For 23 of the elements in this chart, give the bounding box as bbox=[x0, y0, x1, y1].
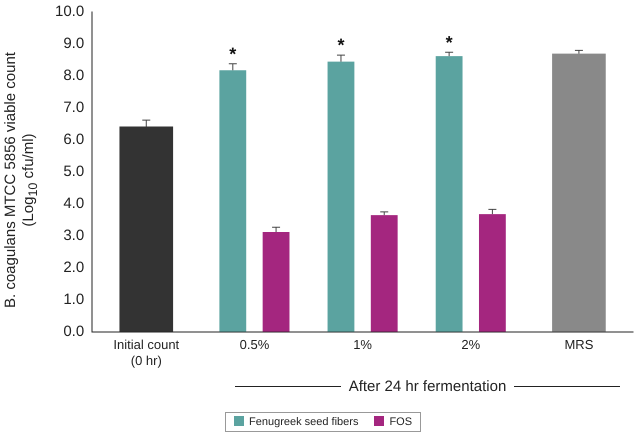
x-tick-label: 0.5% bbox=[240, 337, 270, 352]
y-tick-label: 10.0 bbox=[54, 3, 84, 20]
legend-label: Fenugreek seed fibers bbox=[248, 416, 358, 428]
y-tick-label: 5.0 bbox=[63, 163, 84, 180]
y-tick-label: 9.0 bbox=[63, 35, 84, 52]
annotation: * bbox=[337, 35, 344, 56]
y-tick-label: 2.0 bbox=[63, 258, 84, 276]
y-tick-label: 8.0 bbox=[63, 67, 84, 84]
annotation: * bbox=[446, 32, 453, 52]
y-tick-label: 3.0 bbox=[63, 227, 84, 244]
x-tick-label: 2% bbox=[461, 337, 481, 352]
x-axis-title: After 24 hr fermentation bbox=[348, 378, 508, 395]
y-tick-label: 1.0 bbox=[63, 290, 84, 308]
y-tick-label: 6.0 bbox=[63, 131, 84, 148]
y-tick-label: 7.0 bbox=[63, 99, 84, 116]
x-tick-label: Initial count (0 hr) bbox=[113, 337, 180, 368]
legend-label: FOS bbox=[388, 416, 412, 428]
span-rule: After 24 hr fermentation bbox=[235, 378, 620, 395]
x-tick-label: 1% bbox=[353, 337, 372, 352]
annotation: * bbox=[229, 44, 236, 64]
y-tick-label: 0.0 bbox=[63, 322, 84, 340]
x-tick-label: MRS bbox=[564, 337, 594, 352]
y-tick-label: 4.0 bbox=[63, 195, 84, 212]
